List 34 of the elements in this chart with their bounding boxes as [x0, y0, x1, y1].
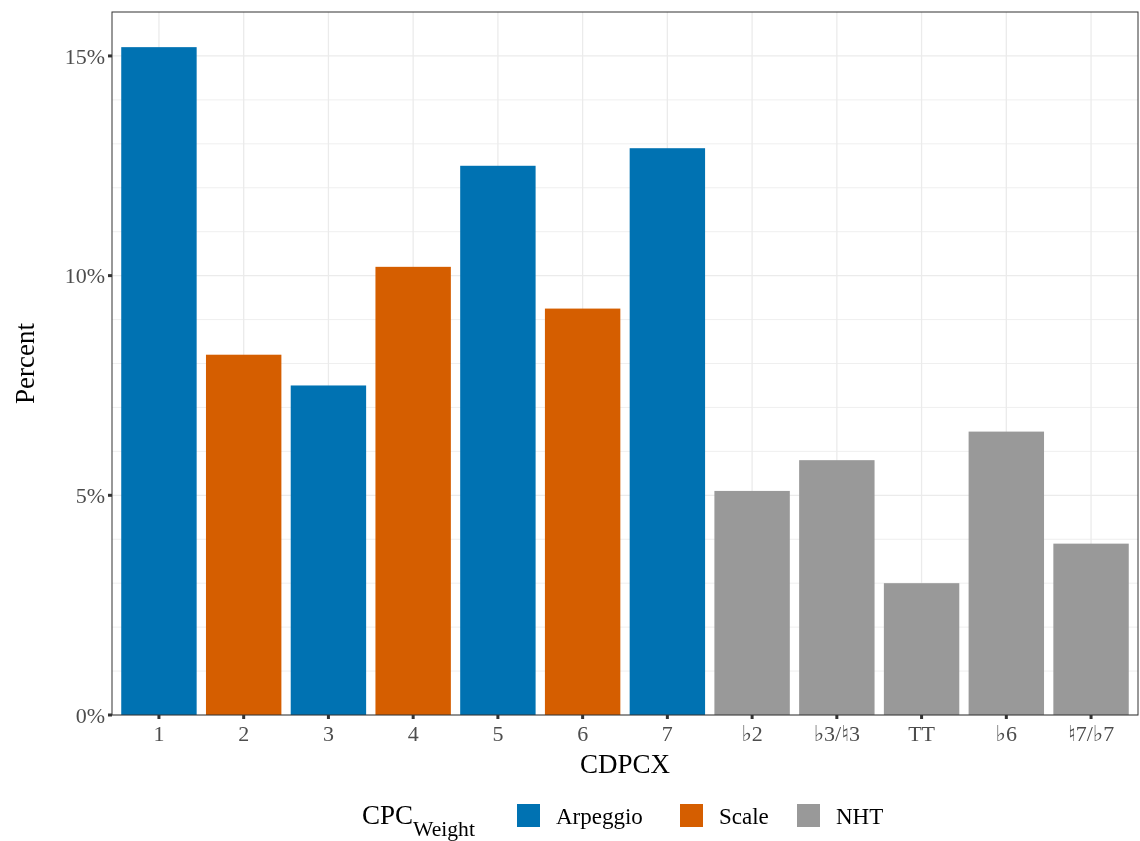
bar — [544, 308, 621, 715]
y-axis-title: Percent — [10, 322, 40, 404]
bar — [460, 165, 536, 715]
x-tick-label: ♭6 — [995, 721, 1018, 746]
bar — [1053, 543, 1129, 715]
x-tick-label: 5 — [492, 721, 504, 746]
bar — [290, 385, 367, 715]
x-tick-label: ♮7/♭7 — [1067, 721, 1115, 746]
bar — [375, 266, 451, 715]
bar — [883, 583, 960, 715]
x-tick-label: TT — [908, 721, 936, 746]
x-tick-label: 6 — [577, 721, 589, 746]
legend-label: Arpeggio — [556, 804, 643, 829]
x-axis-title: CDPCX — [579, 749, 671, 779]
x-tick-label: 2 — [238, 721, 250, 746]
bar — [205, 354, 282, 715]
x-tick-label: 4 — [407, 721, 419, 746]
bar — [799, 460, 875, 715]
y-tick-label: 15% — [64, 43, 105, 69]
bar — [968, 431, 1045, 715]
legend-label: NHT — [836, 804, 884, 829]
bar — [629, 148, 706, 715]
x-tick-label: 3 — [322, 721, 334, 746]
y-tick-label: 10% — [64, 263, 105, 289]
y-tick-label: 5% — [75, 483, 105, 509]
x-tick-label: ♭2 — [741, 721, 763, 746]
bar — [121, 47, 197, 715]
legend-title: CPC$_{Weight}$ — [362, 800, 475, 841]
x-tick-label: 7 — [661, 721, 673, 746]
x-tick-label: ♭3/♮3 — [813, 721, 861, 746]
bar — [714, 490, 790, 715]
x-tick-label: 1 — [153, 721, 165, 746]
y-tick-label: 0% — [75, 702, 105, 728]
legend-label: Scale — [719, 804, 769, 829]
